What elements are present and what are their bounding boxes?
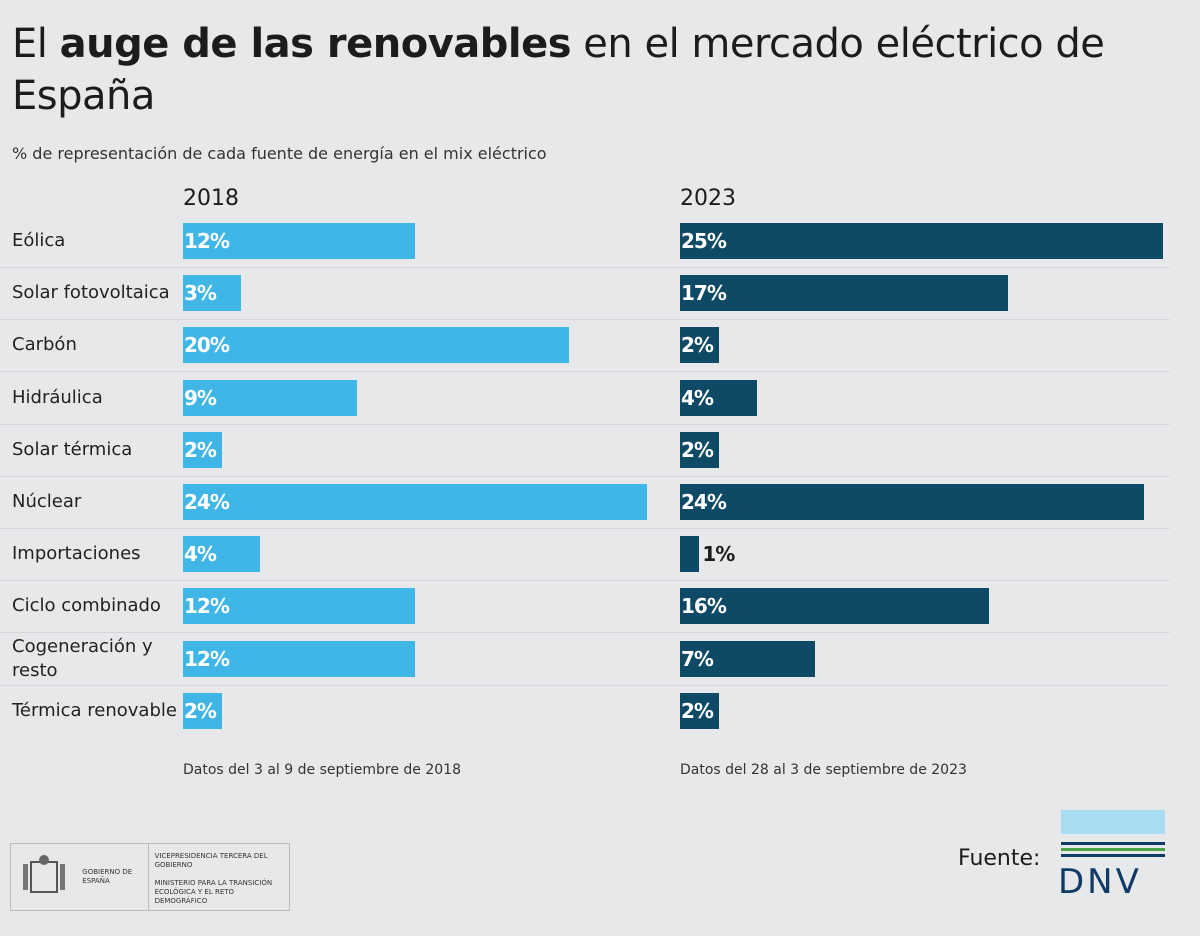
dnv-logo-line: [1061, 842, 1165, 845]
dnv-logo-bar: [1061, 810, 1165, 834]
category-label: Solar térmica: [12, 438, 133, 460]
note: Datos del 28 al 3 de septiembre de 2023: [680, 762, 967, 778]
value-label: 4%: [184, 542, 217, 567]
bar: [680, 379, 758, 416]
title: El auge de las renovables en el mercado …: [12, 18, 1162, 122]
gov-name: GOBIERNO DE ESPAÑA: [76, 844, 149, 910]
row-separator: [0, 371, 1170, 373]
bar: [183, 692, 222, 729]
bar: [680, 275, 1009, 312]
vice: VICEPRESIDENCIA TERCERA DEL GOBIERNO: [154, 852, 268, 869]
value-label: 16%: [681, 594, 727, 619]
value-label: 24%: [184, 490, 230, 514]
title-bold: auge de las renovables: [59, 21, 572, 67]
row-separator: [0, 684, 1170, 686]
coat-of-arms: [23, 855, 65, 893]
panel-title: 2023: [680, 186, 736, 211]
value-label: 4%: [681, 385, 714, 410]
dnv-logo-line: [1061, 848, 1165, 851]
title-part: en el mercado eléctrico de España: [12, 21, 1105, 119]
category-label: Cogeneración y resto: [12, 635, 153, 681]
bar: [680, 640, 816, 677]
bar: [183, 275, 241, 312]
value-label: 12%: [184, 646, 230, 671]
value-label: 7%: [681, 646, 714, 671]
bar: [680, 223, 1163, 259]
value-label: 12%: [184, 229, 230, 253]
value-label: 2%: [681, 698, 714, 723]
value-label: 9%: [184, 385, 217, 410]
row-separator: [0, 528, 1170, 529]
category-label: Térmica renovable: [12, 699, 177, 721]
value-label: 2%: [184, 698, 217, 723]
ministry-name: MINISTERIO PARA LA TRANSICIÓN ECOLÓGICA …: [154, 879, 273, 905]
value-label: 2%: [184, 437, 217, 462]
value-label: 3%: [184, 281, 217, 306]
bar: [183, 588, 415, 625]
ministry: VICEPRESIDENCIA TERCERA DEL GOBIERNO MINI…: [149, 844, 289, 910]
subtitle: % de representación de cada fuente de en…: [12, 144, 547, 163]
row-separator: [0, 423, 1170, 425]
panel-title: 2018: [183, 186, 239, 211]
category-label: Ciclo combinado: [12, 595, 161, 617]
bar: [680, 588, 990, 625]
bar: [183, 223, 415, 259]
title-part: El: [12, 21, 48, 67]
bar: [680, 536, 700, 573]
category-label: Importaciones: [12, 543, 141, 565]
bar: [680, 692, 719, 729]
value-label: 12%: [184, 594, 230, 619]
bar: [680, 431, 719, 468]
value-label: 2%: [681, 333, 714, 358]
bar: [183, 484, 647, 520]
category-label: Solar fotovoltaica: [12, 282, 170, 304]
row-separator: [0, 475, 1170, 477]
value-label: 1%: [702, 542, 735, 567]
category-label: Hidráulica: [12, 386, 103, 408]
bar: [183, 327, 570, 364]
value-label: 2%: [681, 437, 714, 462]
dnv-logo-text: DNV: [1058, 862, 1142, 902]
bar: [183, 431, 222, 468]
category-label: Núclear: [12, 491, 82, 512]
note: Datos del 3 al 9 de septiembre de 2018: [183, 762, 461, 778]
row-separator: [0, 319, 1170, 321]
value-label: 17%: [681, 281, 727, 306]
value-label: 24%: [681, 490, 727, 514]
bar: [183, 379, 357, 416]
value-label: 20%: [184, 333, 230, 358]
row-separator: [0, 632, 1170, 634]
dnv-logo-line: [1061, 854, 1165, 857]
bar: [680, 327, 719, 364]
row-separator: [0, 580, 1170, 582]
bar: [183, 640, 415, 677]
source-label: Fuente:: [958, 846, 1041, 871]
category-label: Carbón: [12, 334, 77, 356]
bar: [183, 536, 261, 573]
bar: [680, 484, 1144, 520]
government-logo: GOBIERNO DE ESPAÑA VICEPRESIDENCIA TERCE…: [10, 843, 290, 911]
value-label: 25%: [681, 229, 727, 253]
category-label: Eólica: [12, 230, 66, 251]
row-separator: [0, 267, 1170, 268]
